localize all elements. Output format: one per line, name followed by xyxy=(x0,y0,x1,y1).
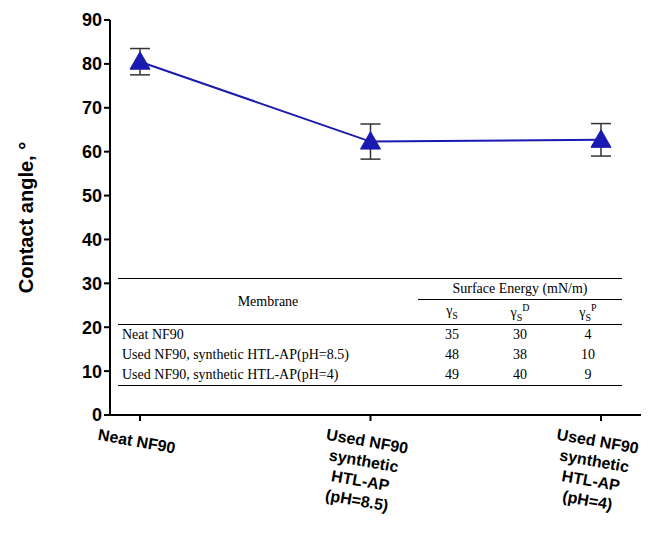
html-text:γS: γS xyxy=(579,304,592,323)
svg-text:0: 0 xyxy=(92,405,102,425)
svg-text:HTL-AP: HTL-AP xyxy=(330,467,391,495)
html-text:Membrane: Membrane xyxy=(237,293,299,309)
svg-text:70: 70 xyxy=(82,98,102,118)
html-text:4: 4 xyxy=(584,327,592,343)
html-text:40: 40 xyxy=(513,367,527,383)
svg-text:20: 20 xyxy=(82,318,102,338)
svg-text:Used NF90: Used NF90 xyxy=(325,425,410,457)
svg-text:synthetic: synthetic xyxy=(327,446,400,476)
html-text:Used NF90, synthetic HTL-AP(pH: Used NF90, synthetic HTL-AP(pH=8.5) xyxy=(122,347,349,363)
html-text:38: 38 xyxy=(513,347,527,363)
html-text:γS: γS xyxy=(510,304,523,323)
html-text:P: P xyxy=(591,302,597,313)
html-text:9: 9 xyxy=(584,367,592,383)
svg-text:(pH=4): (pH=4) xyxy=(561,488,613,513)
svg-text:40: 40 xyxy=(82,230,102,250)
html-text:D: D xyxy=(522,302,530,313)
html-text:γS: γS xyxy=(446,303,458,322)
html-text:10: 10 xyxy=(581,347,595,363)
html-text:Surface Energy (mN/m): Surface Energy (mN/m) xyxy=(452,281,588,296)
svg-text:Neat NF90: Neat NF90 xyxy=(97,426,177,456)
svg-text:80: 80 xyxy=(82,54,102,74)
html-text:Neat NF90: Neat NF90 xyxy=(122,327,184,343)
svg-text:50: 50 xyxy=(82,186,102,206)
html-text:30: 30 xyxy=(513,327,527,343)
svg-text:(pH=8.5): (pH=8.5) xyxy=(324,486,390,514)
html-text:48: 48 xyxy=(445,347,459,363)
html-text:49: 49 xyxy=(445,367,459,383)
svg-text:Used NF90: Used NF90 xyxy=(555,425,640,457)
html-text:35: 35 xyxy=(445,327,459,343)
svg-text:10: 10 xyxy=(82,362,102,382)
svg-text:HTL-AP: HTL-AP xyxy=(560,467,622,495)
svg-text:synthetic: synthetic xyxy=(558,446,631,476)
svg-text:30: 30 xyxy=(82,274,102,294)
html-text:Used NF90, synthetic HTL-AP(pH: Used NF90, synthetic HTL-AP(pH=4) xyxy=(122,367,339,383)
svg-text:90: 90 xyxy=(82,10,102,30)
svg-text:Contact angle, °: Contact angle, ° xyxy=(15,142,37,293)
svg-text:60: 60 xyxy=(82,142,102,162)
